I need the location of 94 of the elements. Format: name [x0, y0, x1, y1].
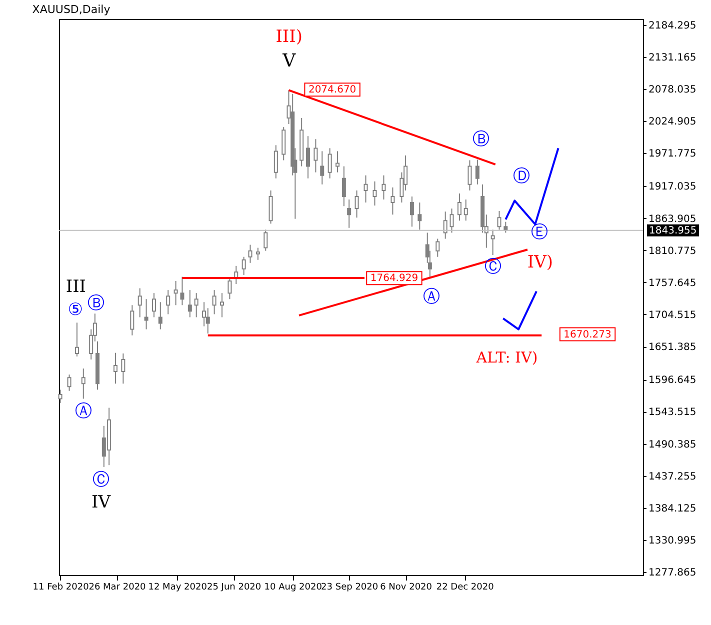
y-tick-label: 1490.385	[648, 439, 696, 450]
x-tick-label: 26 Mar 2020	[88, 582, 146, 592]
y-tick-label: 1651.385	[648, 342, 696, 354]
x-tick-label: 11 Feb 2020	[32, 582, 90, 592]
annotation: ⑤	[68, 300, 83, 320]
candlestick	[328, 148, 332, 179]
y-tick-label: 2024.905	[648, 116, 696, 128]
candlestick	[158, 302, 162, 330]
candlestick	[256, 247, 260, 260]
annotation: 2074.670	[308, 84, 356, 96]
candlestick	[67, 374, 72, 392]
x-tick-label: 6 Nov 2020	[380, 582, 432, 592]
candlestick	[74, 322, 79, 357]
x-tick-label: 10 Aug 2020	[264, 582, 322, 592]
candlestick	[372, 180, 377, 206]
candlestick	[418, 202, 422, 230]
candlestick	[497, 210, 502, 230]
candlestick	[320, 150, 324, 185]
candlestick	[342, 166, 346, 207]
candlestick	[306, 136, 310, 179]
y-tick-label: 2078.035	[648, 84, 696, 96]
annotation: III	[66, 276, 86, 297]
candlestick	[248, 244, 252, 264]
ref-line-label: 1843.955	[649, 225, 697, 236]
y-tick-label: 1810.775	[648, 246, 696, 257]
candlestick	[194, 292, 198, 318]
candlestick	[138, 288, 142, 318]
y-tick-label: 1384.125	[648, 503, 696, 514]
candlestick	[212, 290, 216, 315]
candlestick	[121, 352, 126, 384]
y-tick-label: 1437.255	[648, 471, 696, 482]
candlestick	[81, 368, 86, 400]
annotation: Ⓑ	[87, 294, 104, 314]
annotation: Ⓑ	[472, 130, 490, 150]
candlestick	[113, 352, 118, 384]
annotation: Ⓒ	[92, 470, 110, 490]
candlestick	[152, 292, 156, 318]
candlestick	[242, 256, 246, 276]
annotation: ALT: IV)	[475, 348, 538, 367]
annotation: Ⓐ	[423, 287, 440, 307]
candlestick	[228, 277, 232, 300]
y-tick-label: 1863.905	[648, 214, 696, 225]
candlestick	[364, 174, 368, 204]
candlestick	[166, 290, 170, 315]
annotation: Ⓐ	[75, 402, 92, 422]
candlestick	[450, 208, 454, 234]
x-tick-label: 22 Dec 2020	[436, 582, 494, 592]
candlestick	[274, 144, 278, 179]
y-tick-label: 1543.515	[648, 407, 696, 418]
annotation: Ⓓ	[513, 166, 530, 186]
candlestick	[144, 298, 148, 330]
annotation: IV)	[527, 252, 554, 273]
y-tick-label: 1917.035	[648, 182, 696, 193]
candlestick	[457, 192, 462, 222]
candlestick	[490, 229, 495, 256]
y-tick-label: 2131.165	[648, 52, 696, 64]
y-tick-label: 1704.515	[648, 310, 696, 321]
candlestick	[468, 160, 472, 191]
candlestick	[58, 389, 62, 404]
annotation: 1670.273	[564, 329, 612, 340]
candlestick	[174, 280, 178, 306]
candlestick	[336, 150, 340, 173]
candlestick	[220, 292, 224, 318]
y-tick-label: 1596.645	[648, 375, 696, 386]
y-tick-label: 1757.645	[648, 278, 696, 289]
candlestick	[264, 229, 268, 252]
candlestick	[464, 199, 468, 222]
annotation: III)	[276, 26, 302, 47]
annotation: V	[282, 50, 297, 72]
candlestick	[314, 138, 318, 173]
annotation: IV	[92, 492, 112, 513]
y-tick-label: 2184.295	[648, 20, 696, 32]
candlestick	[504, 221, 508, 234]
candlestick	[390, 186, 395, 216]
x-tick-label: 25 Jun 2020	[206, 582, 262, 592]
candlestick	[130, 304, 134, 336]
x-tick-label: 12 May 2020	[148, 582, 208, 592]
annotation: Ⓔ	[531, 222, 548, 243]
annotation: Ⓒ	[484, 257, 502, 278]
y-tick-label: 1277.865	[648, 568, 696, 579]
candlestick	[443, 211, 448, 240]
candlestick	[410, 196, 414, 228]
chart-title: XAUUSD,Daily	[32, 3, 111, 16]
y-tick-label: 1971.775	[648, 148, 696, 160]
candlestick	[382, 174, 386, 200]
x-tick-label: 23 Sep 2020	[321, 582, 378, 592]
candlestick	[347, 199, 352, 228]
candlestick	[436, 238, 440, 258]
candlestick	[354, 190, 359, 218]
annotation: 1764.929	[370, 273, 418, 284]
candlestick	[180, 276, 184, 306]
candlestick	[475, 159, 480, 185]
candlestick	[188, 290, 192, 318]
y-tick-label: 1330.995	[648, 535, 696, 546]
